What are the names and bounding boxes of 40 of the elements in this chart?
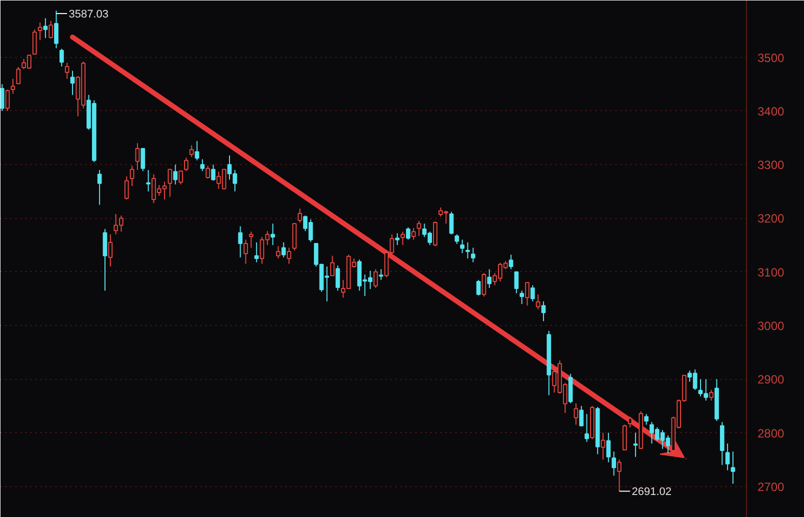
candlestick: [612, 451, 616, 476]
y-tick-label: 3100: [758, 265, 785, 280]
candlestick: [633, 432, 638, 458]
candlestick: [400, 231, 405, 246]
y-tick-label: 2800: [758, 426, 785, 440]
candlestick: [244, 239, 248, 264]
candlestick: [10, 78, 16, 94]
candlestick: [466, 242, 470, 259]
candlestick: [725, 442, 730, 471]
candlestick: [248, 231, 254, 248]
candlestick: [108, 234, 113, 268]
candlestick: [38, 22, 42, 41]
candlestick: [617, 459, 622, 492]
candlestick: [43, 18, 48, 39]
candlestick: [286, 247, 292, 264]
y-tick-label: 3000: [758, 319, 785, 333]
y-tick-label: 3200: [758, 212, 785, 226]
annotation: 2691.02: [632, 486, 672, 498]
y-tick-label: 3300: [758, 158, 785, 172]
candlestick: [135, 142, 140, 170]
candlestick: [520, 290, 524, 305]
candlestick: [64, 62, 70, 80]
y-tick-label: 2700: [758, 480, 785, 494]
y-tick-label: 2900: [758, 372, 785, 387]
candlestick: [270, 223, 275, 246]
candlestick: [173, 164, 178, 185]
candlestick: [536, 294, 540, 310]
candlestick: [606, 432, 611, 463]
candlestick: [487, 268, 492, 288]
candlestick: [628, 416, 632, 428]
candlestick: [720, 422, 724, 466]
annotation: 3587.03: [68, 8, 108, 21]
candlestick: [97, 169, 102, 206]
candlestick: [146, 169, 150, 192]
candlestick: [584, 413, 589, 442]
candlestick: [730, 451, 736, 484]
candlestick: [130, 165, 134, 187]
candlestick: [378, 268, 384, 280]
y-tick-label: 3400: [758, 104, 785, 118]
y-tick-label: 3500: [758, 50, 785, 65]
